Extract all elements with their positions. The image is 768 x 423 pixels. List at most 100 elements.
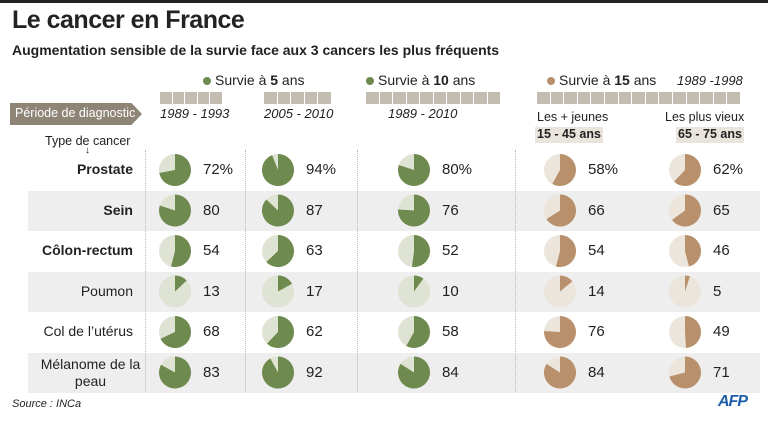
value-label: 94% bbox=[306, 161, 337, 178]
table-row: Sein bbox=[28, 190, 760, 231]
age-range: 65 - 75 ans bbox=[676, 127, 744, 143]
table-row: Côlon-rectum bbox=[28, 231, 760, 271]
legend-5-ans: Survie à 5 ans bbox=[203, 72, 305, 88]
table-row: Prostate bbox=[28, 150, 760, 190]
period-label: 1989 - 1993 bbox=[160, 106, 230, 121]
period-15-ans: 1989 -1998 bbox=[677, 73, 743, 88]
pie-slice bbox=[543, 316, 576, 348]
pie-slice bbox=[262, 154, 294, 186]
value-label: 5 bbox=[713, 282, 722, 300]
pie-slice bbox=[552, 154, 576, 186]
table-row: Col de l’utérus bbox=[28, 312, 760, 352]
pie-slice bbox=[266, 235, 294, 267]
type-label: Type de cancer bbox=[45, 134, 131, 148]
value-label: 46 bbox=[713, 242, 730, 259]
cancer-type-label: Mélanome de la peau bbox=[40, 355, 141, 389]
pie-slice bbox=[685, 235, 702, 267]
pie-slice bbox=[261, 356, 295, 389]
pie-slice bbox=[560, 275, 573, 292]
value-label: 76 bbox=[442, 201, 459, 219]
pie-slice bbox=[685, 316, 701, 348]
cancer-type-label: Sein bbox=[103, 201, 133, 218]
pie-slice bbox=[160, 316, 191, 349]
page-title: Le cancer en France bbox=[12, 6, 245, 34]
pie-slice bbox=[278, 275, 293, 292]
table-row: Poumon bbox=[28, 271, 760, 312]
separator bbox=[515, 150, 516, 392]
pie-slice bbox=[398, 194, 431, 227]
pie-slice bbox=[414, 275, 424, 292]
pie-slice bbox=[674, 154, 701, 186]
value-label: 76 bbox=[588, 323, 605, 340]
period-label: 2005 - 2010 bbox=[264, 106, 334, 121]
age-range: 15 - 45 ans bbox=[535, 127, 603, 143]
value-label: 49 bbox=[713, 323, 730, 340]
green-dot-icon bbox=[203, 77, 211, 86]
timeline-2005-2010 bbox=[264, 92, 331, 104]
age-group-label: Les + jeunes bbox=[537, 110, 609, 124]
legend-15-ans: Survie à 15 ans bbox=[547, 72, 656, 88]
value-label: 65 bbox=[713, 201, 730, 219]
value-label: 87 bbox=[306, 201, 323, 219]
tan-dot-icon bbox=[547, 77, 555, 86]
value-label: 63 bbox=[306, 242, 323, 259]
value-label: 62% bbox=[713, 161, 744, 178]
source: Source : INCa bbox=[12, 398, 82, 410]
value-label: 83 bbox=[203, 363, 220, 381]
pie-slice bbox=[159, 154, 191, 186]
period-label: 1989 - 2010 bbox=[388, 106, 458, 121]
separator bbox=[145, 150, 146, 392]
value-label: 92 bbox=[306, 363, 323, 381]
pie-slice bbox=[267, 316, 294, 348]
value-label: 71 bbox=[713, 363, 730, 381]
value-label: 84 bbox=[442, 363, 459, 381]
pie-slice bbox=[397, 356, 430, 389]
pie-slice bbox=[397, 154, 430, 186]
pie-slice bbox=[544, 356, 576, 389]
value-label: 58 bbox=[442, 323, 459, 340]
value-label: 80% bbox=[442, 161, 473, 178]
cancer-type-label: Côlon-rectum bbox=[42, 242, 133, 258]
value-label: 66 bbox=[588, 201, 605, 219]
pie-slice bbox=[556, 235, 576, 268]
separator bbox=[245, 150, 246, 392]
value-label: 58% bbox=[588, 161, 619, 178]
cancer-type-label: Col de l’utérus bbox=[43, 323, 134, 339]
separator bbox=[357, 150, 358, 392]
pie-slice bbox=[159, 194, 191, 227]
value-label: 84 bbox=[588, 363, 605, 381]
timeline-1989-2010 bbox=[366, 92, 500, 104]
timeline-1989-1998 bbox=[537, 92, 740, 104]
pie-slice bbox=[159, 356, 192, 389]
pie-slice bbox=[546, 194, 576, 227]
value-label: 13 bbox=[203, 282, 220, 300]
top-rule bbox=[0, 0, 768, 3]
green-dot-icon bbox=[366, 77, 374, 86]
value-label: 72% bbox=[203, 161, 234, 178]
cancer-type-label: Prostate bbox=[76, 161, 133, 177]
value-label: 52 bbox=[442, 242, 459, 259]
value-label: 54 bbox=[203, 242, 220, 259]
periode-label: Période de diagnostic bbox=[10, 103, 142, 125]
subtitle: Augmentation sensible de la survie face … bbox=[12, 42, 500, 58]
pie-slice bbox=[261, 194, 294, 227]
arrow-down-icon: ↓ bbox=[85, 145, 90, 156]
pie-slice bbox=[669, 356, 702, 389]
value-label: 10 bbox=[442, 282, 459, 300]
pie-slice bbox=[685, 275, 690, 292]
pie-slice bbox=[175, 275, 187, 292]
cancer-type-label: Poumon bbox=[80, 282, 133, 299]
pie-slice bbox=[672, 194, 701, 227]
value-label: 14 bbox=[588, 282, 605, 300]
table-row: Mélanome de la peau bbox=[28, 352, 760, 393]
timeline-1989-1993 bbox=[160, 92, 222, 104]
pie-slice bbox=[411, 235, 430, 267]
value-label: 54 bbox=[588, 242, 605, 259]
value-label: 80 bbox=[203, 201, 220, 219]
pie-slice bbox=[406, 316, 430, 348]
pie-slice bbox=[171, 235, 191, 267]
legend-10-ans: Survie à 10 ans bbox=[366, 72, 475, 88]
value-label: 17 bbox=[306, 282, 323, 300]
value-label: 68 bbox=[203, 323, 220, 340]
